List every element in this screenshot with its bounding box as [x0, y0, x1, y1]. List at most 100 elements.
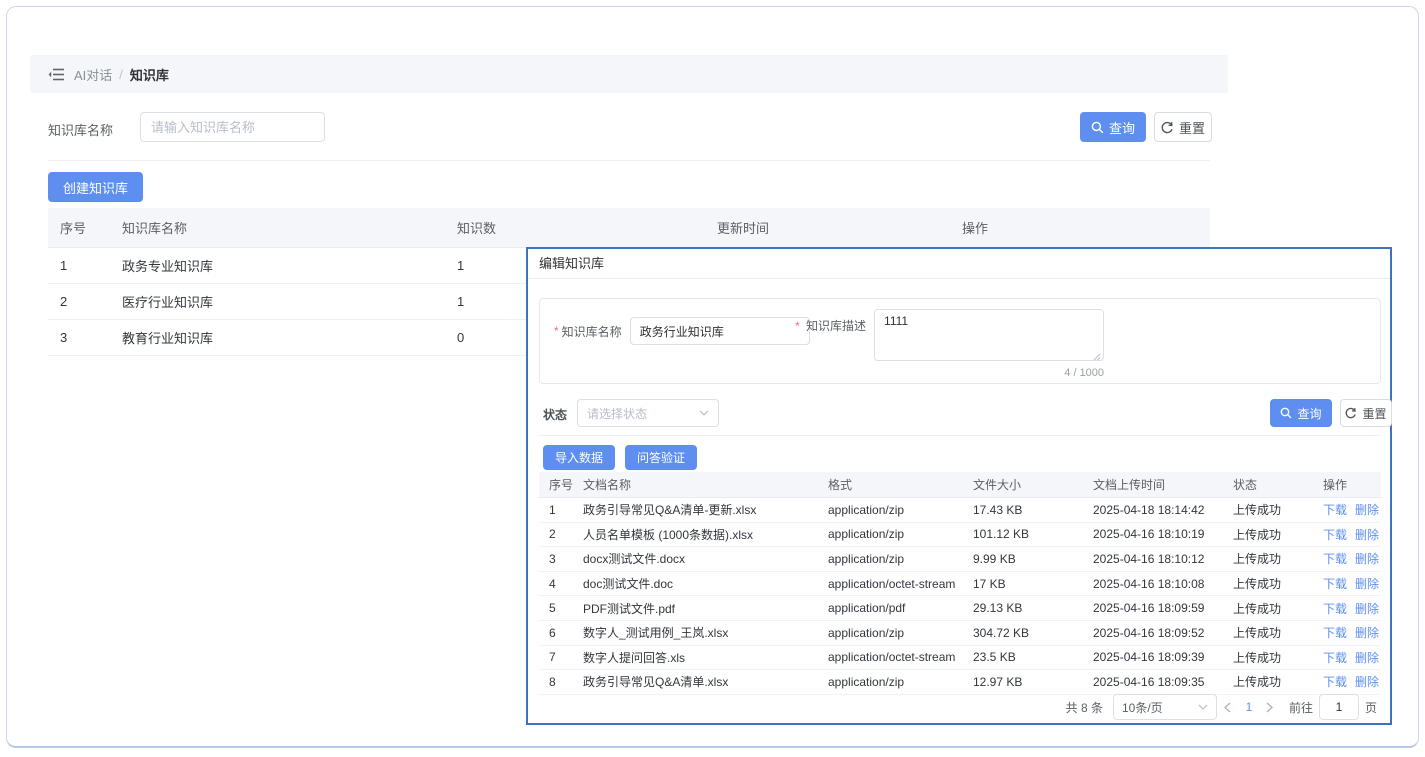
delete-link[interactable]: 删除: [1355, 626, 1380, 641]
prev-page-button[interactable]: [1217, 694, 1239, 720]
chevron-right-icon: [1267, 702, 1274, 712]
col-kb-count: 知识数: [457, 221, 497, 236]
cell-kb-count: 1: [457, 294, 465, 309]
qa-verify-button[interactable]: 问答验证: [625, 445, 698, 470]
download-link[interactable]: 下载: [1323, 601, 1348, 616]
cell-doc-name: doc测试文件.doc: [583, 577, 674, 592]
modal-reset-button[interactable]: 重置: [1340, 399, 1392, 427]
kb-desc-field[interactable]: 1111: [874, 309, 1105, 361]
resize-handle-icon[interactable]: [1093, 353, 1101, 361]
cell-size: 17 KB: [973, 576, 1006, 591]
doc-row: 4 doc测试文件.doc application/octet-stream 1…: [539, 572, 1381, 597]
cell-size: 12.97 KB: [973, 674, 1023, 689]
col-format: 格式: [828, 478, 853, 492]
delete-link[interactable]: 删除: [1355, 552, 1380, 567]
modal-query-label: 查询: [1297, 406, 1322, 421]
kb-form: * 知识库名称 * 知识库描述 1111 4 / 1000: [539, 298, 1381, 384]
cell-format: application/pdf: [828, 601, 906, 616]
create-kb-button[interactable]: 创建知识库: [48, 172, 144, 202]
doc-row: 3 docx测试文件.docx application/zip 9.99 KB …: [539, 547, 1381, 572]
cell-upload-time: 2025-04-16 18:09:39: [1093, 650, 1205, 665]
delete-link[interactable]: 删除: [1355, 675, 1380, 690]
search-icon: [1091, 121, 1104, 133]
page-size-value: 10条/页: [1121, 700, 1163, 715]
query-button[interactable]: 查询: [1080, 112, 1146, 142]
kb-name-input[interactable]: [140, 112, 325, 142]
divider: [48, 160, 1210, 161]
page-size-select[interactable]: 10条/页: [1112, 694, 1217, 720]
breadcrumb-section[interactable]: AI对话: [74, 67, 113, 83]
cell-format: application/zip: [828, 551, 905, 566]
menu-fold-icon[interactable]: [48, 68, 64, 81]
refresh-icon: [1161, 121, 1173, 133]
kb-name-label: 知识库名称: [48, 123, 114, 138]
kb-name-field[interactable]: [629, 317, 810, 345]
status-text: 上传成功: [1233, 650, 1282, 665]
delete-link[interactable]: 删除: [1355, 577, 1380, 592]
download-link[interactable]: 下载: [1323, 675, 1348, 690]
cell-size: 29.13 KB: [973, 601, 1023, 616]
cell-doc-name: 人员名单模板 (1000条数据).xlsx: [583, 527, 754, 542]
breadcrumb-separator: /: [119, 66, 123, 82]
download-link[interactable]: 下载: [1323, 577, 1348, 592]
download-link[interactable]: 下载: [1323, 626, 1348, 641]
delete-link[interactable]: 删除: [1355, 503, 1380, 518]
doc-row: 6 数字人_测试用例_王岚.xlsx application/zip 304.7…: [539, 621, 1381, 646]
download-link[interactable]: 下载: [1323, 527, 1348, 542]
col-doc-name: 文档名称: [583, 478, 632, 492]
cell-index: 7: [549, 650, 556, 665]
download-link[interactable]: 下载: [1323, 650, 1348, 665]
search-icon: [1281, 407, 1292, 419]
download-link[interactable]: 下载: [1323, 503, 1348, 518]
doc-row: 8 政务引导常见Q&A清单.xlsx application/zip 12.97…: [539, 670, 1381, 695]
status-text: 上传成功: [1233, 527, 1282, 542]
breadcrumb-current: 知识库: [129, 67, 169, 83]
col-status: 状态: [1233, 478, 1258, 492]
pagination: 共 8 条 10条/页 1 前往 页: [1066, 694, 1377, 720]
doc-row: 5 PDF测试文件.pdf application/pdf 29.13 KB 2…: [539, 596, 1381, 621]
status-text: 上传成功: [1233, 552, 1282, 567]
kb-name-field-label: 知识库名称: [561, 324, 622, 339]
refresh-icon: [1346, 407, 1357, 419]
chevron-down-icon: [699, 410, 709, 416]
cell-index: 2: [60, 294, 68, 309]
cell-kb-name: 政务专业知识库: [122, 259, 214, 274]
cell-format: application/octet-stream: [828, 576, 956, 591]
cell-doc-name: 政务引导常见Q&A清单-更新.xlsx: [583, 503, 757, 518]
cell-upload-time: 2025-04-16 18:10:12: [1093, 551, 1205, 566]
cell-kb-count: 0: [457, 330, 465, 345]
cell-index: 2: [549, 527, 556, 542]
doc-row: 1 政务引导常见Q&A清单-更新.xlsx application/zip 17…: [539, 498, 1381, 523]
status-select[interactable]: 请选择状态: [577, 399, 719, 427]
query-button-label: 查询: [1108, 120, 1135, 136]
delete-link[interactable]: 删除: [1355, 601, 1380, 616]
cell-index: 8: [549, 674, 556, 689]
col-kb-name: 知识库名称: [122, 221, 188, 236]
cell-index: 5: [549, 601, 556, 616]
modal-title: 编辑知识库: [528, 249, 1390, 279]
next-page-button[interactable]: [1259, 694, 1281, 720]
import-data-button[interactable]: 导入数据: [543, 445, 616, 470]
cell-doc-name: docx测试文件.docx: [583, 552, 686, 567]
doc-row: 2 人员名单模板 (1000条数据).xlsx application/zip …: [539, 523, 1381, 548]
status-text: 上传成功: [1233, 503, 1282, 518]
cell-kb-name: 教育行业知识库: [122, 331, 214, 346]
col-upload-time: 文档上传时间: [1093, 478, 1166, 492]
modal-query-button[interactable]: 查询: [1270, 399, 1332, 427]
reset-button[interactable]: 重置: [1154, 112, 1212, 142]
download-link[interactable]: 下载: [1323, 552, 1348, 567]
form-item-name: * 知识库名称: [554, 317, 810, 345]
cell-size: 17.43 KB: [973, 502, 1023, 517]
goto-page-input[interactable]: [1318, 694, 1359, 720]
breadcrumb: AI对话 / 知识库: [30, 55, 1228, 93]
delete-link[interactable]: 删除: [1355, 527, 1380, 542]
current-page[interactable]: 1: [1245, 700, 1253, 714]
cell-size: 101.12 KB: [973, 527, 1030, 542]
required-asterisk: *: [795, 319, 800, 333]
goto-label: 前往: [1288, 700, 1313, 715]
status-text: 上传成功: [1233, 601, 1282, 616]
cell-upload-time: 2025-04-16 18:09:59: [1093, 601, 1205, 616]
chevron-down-icon: [1198, 704, 1208, 710]
cell-upload-time: 2025-04-18 18:14:42: [1093, 502, 1205, 517]
delete-link[interactable]: 删除: [1355, 650, 1380, 665]
